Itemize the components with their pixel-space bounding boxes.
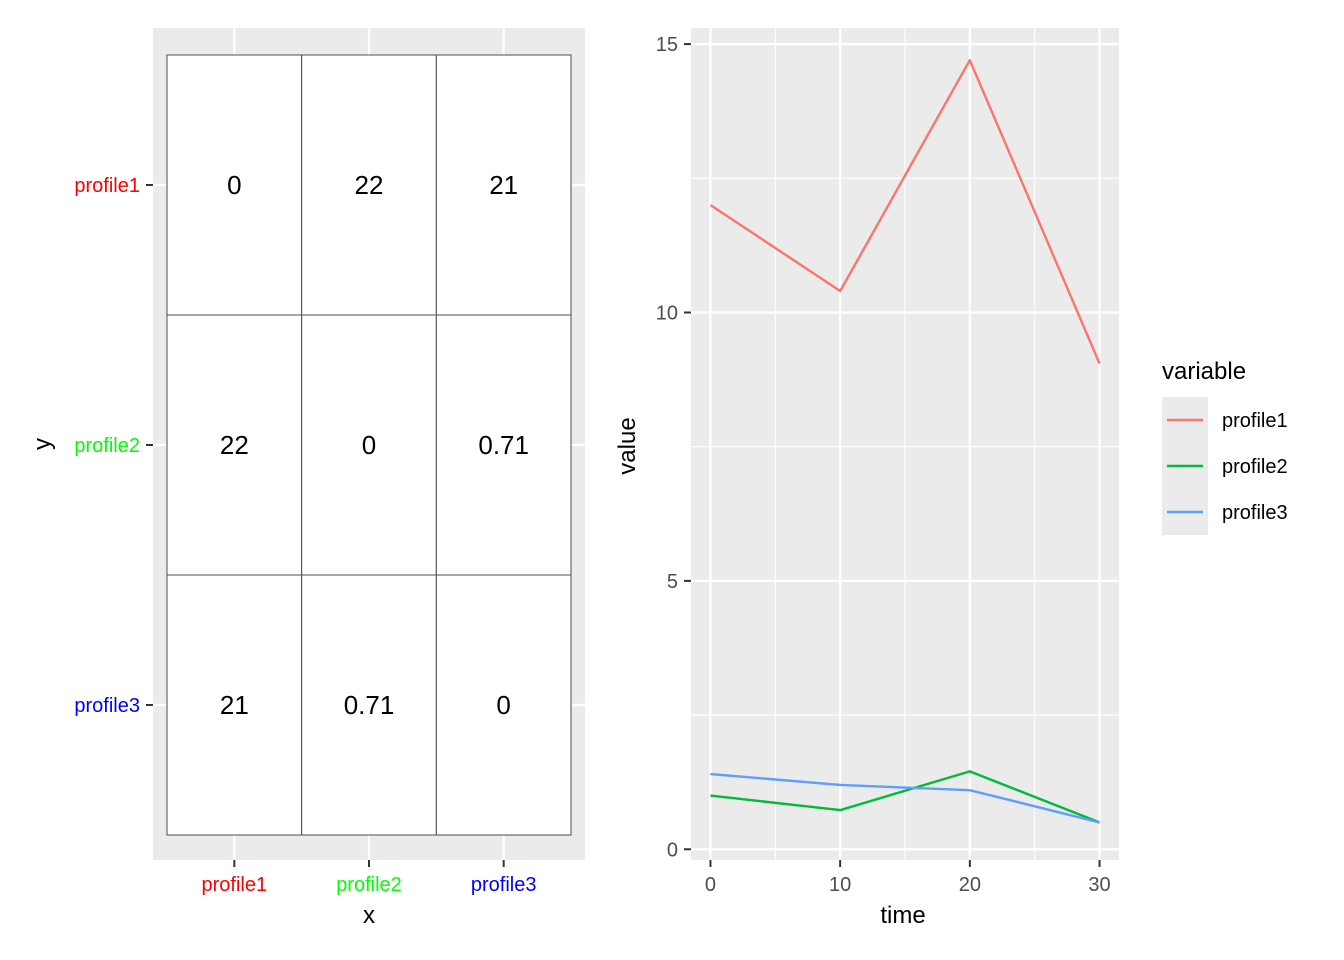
line-gridlines [691, 28, 1119, 860]
matrix-cell-label: 22 [220, 430, 249, 460]
matrix-cell [435, 314, 572, 576]
matrix-cell-label: 0 [227, 170, 241, 200]
line-x-tick-label: 20 [959, 874, 981, 896]
matrix-cell [301, 574, 437, 836]
line-x-tick-label: 30 [1088, 874, 1110, 896]
matrix-cell [166, 574, 303, 836]
matrix-y-axis: profile1 profile2 profile3 [74, 175, 153, 717]
line-chart-panel: 0 5 10 15 0 10 20 30 time value [614, 28, 1119, 929]
matrix-x-axis-title: x [363, 902, 375, 929]
matrix-x-tick-label: profile3 [471, 874, 537, 896]
matrix-y-tick-label: profile2 [74, 435, 140, 457]
matrix-x-tick-label: profile1 [202, 874, 268, 896]
matrix-cell-label: 21 [220, 690, 249, 720]
legend: variable profile1 profile2 profile3 [1162, 358, 1288, 535]
matrix-cell [435, 574, 572, 836]
line-series-profile2 [710, 770, 1100, 824]
line-y-axis: 0 5 10 15 [656, 34, 691, 861]
matrix-cell-label: 0.71 [478, 430, 529, 460]
line-x-tick-label: 10 [829, 874, 851, 896]
line-series [709, 59, 1101, 824]
line-y-tick-label: 10 [656, 302, 678, 324]
matrix-x-axis: profile1 profile2 profile3 [202, 860, 537, 896]
matrix-cell-label: 0.71 [344, 690, 395, 720]
legend-title: variable [1162, 358, 1246, 385]
matrix-cells: 0 22 21 22 0 0.71 21 0.71 0 [166, 54, 572, 836]
line-y-tick-label: 15 [656, 34, 678, 56]
matrix-cell-label: 22 [355, 170, 384, 200]
legend-label-profile1: profile1 [1222, 410, 1288, 432]
matrix-y-tick-label: profile1 [74, 175, 140, 197]
line-series-profile1 [709, 59, 1101, 364]
matrix-y-tick-label: profile3 [74, 695, 140, 717]
line-y-tick-label: 0 [667, 839, 678, 861]
matrix-cell-label: 0 [362, 430, 376, 460]
legend-items: profile1 profile2 profile3 [1162, 397, 1288, 535]
matrix-y-axis-title: y [29, 438, 56, 450]
line-x-tick-label: 0 [705, 874, 716, 896]
line-series-profile3 [710, 772, 1100, 824]
legend-label-profile3: profile3 [1222, 502, 1288, 524]
legend-label-profile2: profile2 [1222, 456, 1288, 478]
matrix-cell [301, 54, 437, 316]
line-x-axis: 0 10 20 30 [705, 860, 1111, 896]
matrix-cell-label: 0 [496, 690, 510, 720]
line-y-axis-title: value [614, 417, 641, 474]
line-x-axis-title: time [880, 902, 925, 929]
line-y-tick-label: 5 [667, 571, 678, 593]
matrix-cell-label: 21 [489, 170, 518, 200]
matrix-x-tick-label: profile2 [336, 874, 402, 896]
